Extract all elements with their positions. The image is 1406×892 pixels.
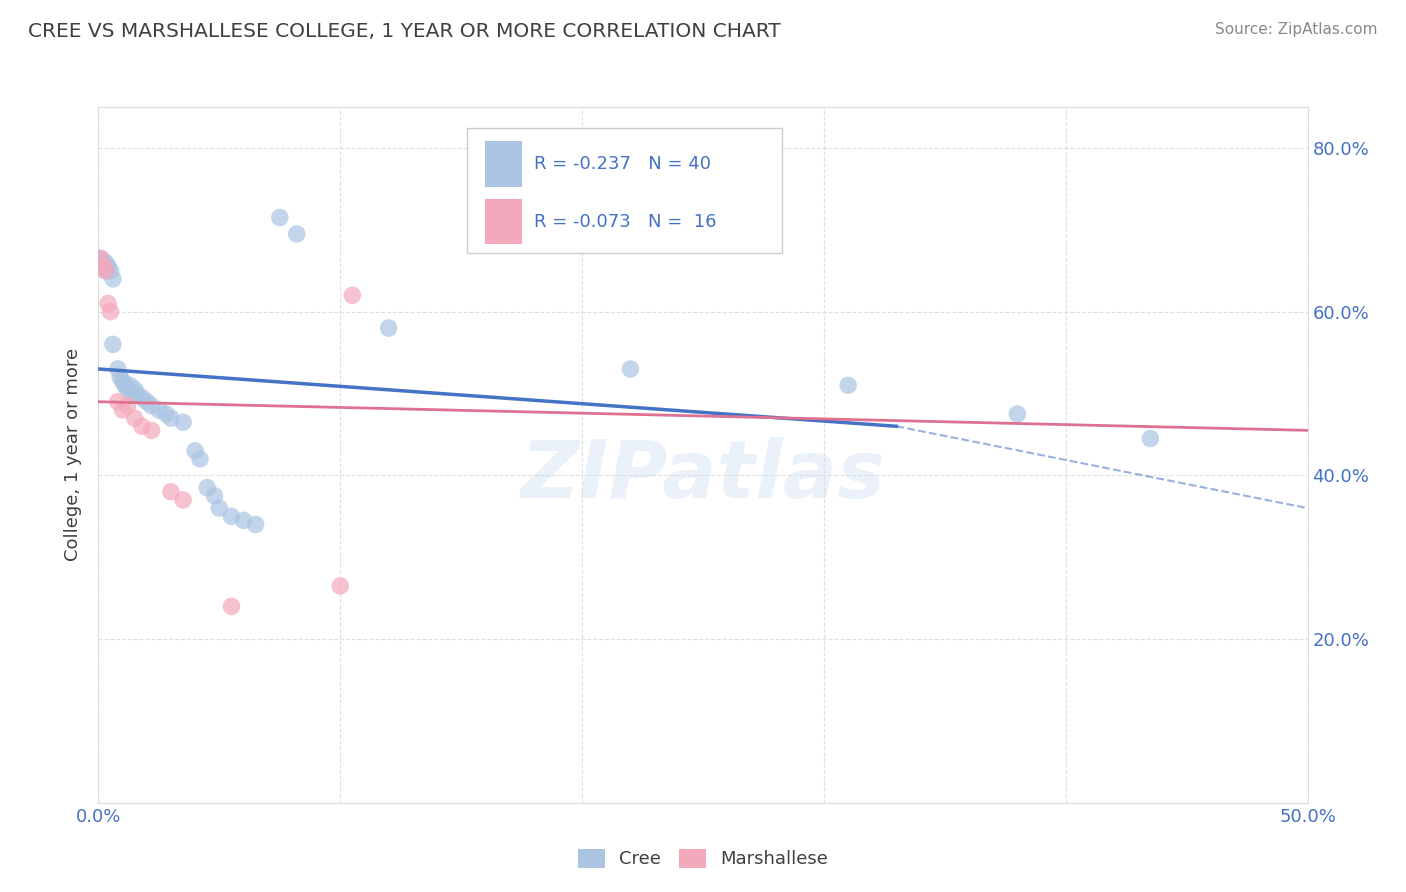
Point bbox=[111, 403, 134, 417]
Point bbox=[377, 321, 399, 335]
Point bbox=[100, 264, 122, 278]
Point bbox=[160, 411, 183, 425]
Point bbox=[131, 391, 153, 405]
Point bbox=[160, 484, 183, 499]
Point bbox=[121, 386, 143, 401]
Point bbox=[94, 255, 117, 269]
FancyBboxPatch shape bbox=[485, 199, 522, 244]
Text: CREE VS MARSHALLESE COLLEGE, 1 YEAR OR MORE CORRELATION CHART: CREE VS MARSHALLESE COLLEGE, 1 YEAR OR M… bbox=[28, 22, 780, 41]
Point bbox=[619, 362, 641, 376]
Point bbox=[91, 260, 114, 274]
Point bbox=[135, 394, 157, 409]
Point bbox=[155, 407, 177, 421]
Point bbox=[837, 378, 859, 392]
Point bbox=[188, 452, 211, 467]
Point bbox=[118, 378, 141, 392]
Text: R = -0.237   N = 40: R = -0.237 N = 40 bbox=[534, 155, 710, 173]
Legend: Cree, Marshallese: Cree, Marshallese bbox=[572, 844, 834, 874]
Point bbox=[131, 419, 153, 434]
Point bbox=[342, 288, 364, 302]
FancyBboxPatch shape bbox=[467, 128, 782, 253]
Point bbox=[97, 296, 120, 310]
Point bbox=[285, 227, 308, 241]
Point bbox=[141, 423, 163, 437]
Point bbox=[94, 264, 117, 278]
Point bbox=[107, 394, 129, 409]
Point bbox=[208, 501, 231, 516]
Point bbox=[148, 403, 170, 417]
Point bbox=[172, 492, 194, 507]
Point bbox=[127, 386, 149, 401]
Point bbox=[117, 399, 139, 413]
Point bbox=[195, 481, 218, 495]
Point bbox=[91, 260, 114, 274]
Point bbox=[101, 272, 124, 286]
Point bbox=[111, 374, 134, 388]
Point bbox=[141, 399, 163, 413]
Text: Source: ZipAtlas.com: Source: ZipAtlas.com bbox=[1215, 22, 1378, 37]
Point bbox=[245, 517, 267, 532]
Point bbox=[221, 509, 243, 524]
Point bbox=[94, 264, 117, 278]
Point bbox=[172, 415, 194, 429]
Point bbox=[1139, 432, 1161, 446]
Point bbox=[124, 411, 146, 425]
Point bbox=[90, 252, 112, 266]
Y-axis label: College, 1 year or more: College, 1 year or more bbox=[65, 349, 83, 561]
Point bbox=[124, 383, 146, 397]
Point bbox=[184, 443, 207, 458]
Text: R = -0.073   N =  16: R = -0.073 N = 16 bbox=[534, 213, 716, 231]
Point bbox=[221, 599, 243, 614]
Text: ZIPatlas: ZIPatlas bbox=[520, 437, 886, 515]
Point bbox=[97, 260, 120, 274]
Point bbox=[232, 513, 254, 527]
Point bbox=[329, 579, 352, 593]
Point bbox=[91, 255, 114, 269]
Point bbox=[108, 370, 131, 384]
Point bbox=[107, 362, 129, 376]
FancyBboxPatch shape bbox=[485, 142, 522, 186]
Point bbox=[1007, 407, 1029, 421]
Point bbox=[117, 383, 139, 397]
Point bbox=[114, 378, 136, 392]
Point bbox=[100, 304, 122, 318]
Point bbox=[101, 337, 124, 351]
Point bbox=[204, 489, 226, 503]
Point bbox=[269, 211, 291, 225]
Point bbox=[90, 252, 112, 266]
